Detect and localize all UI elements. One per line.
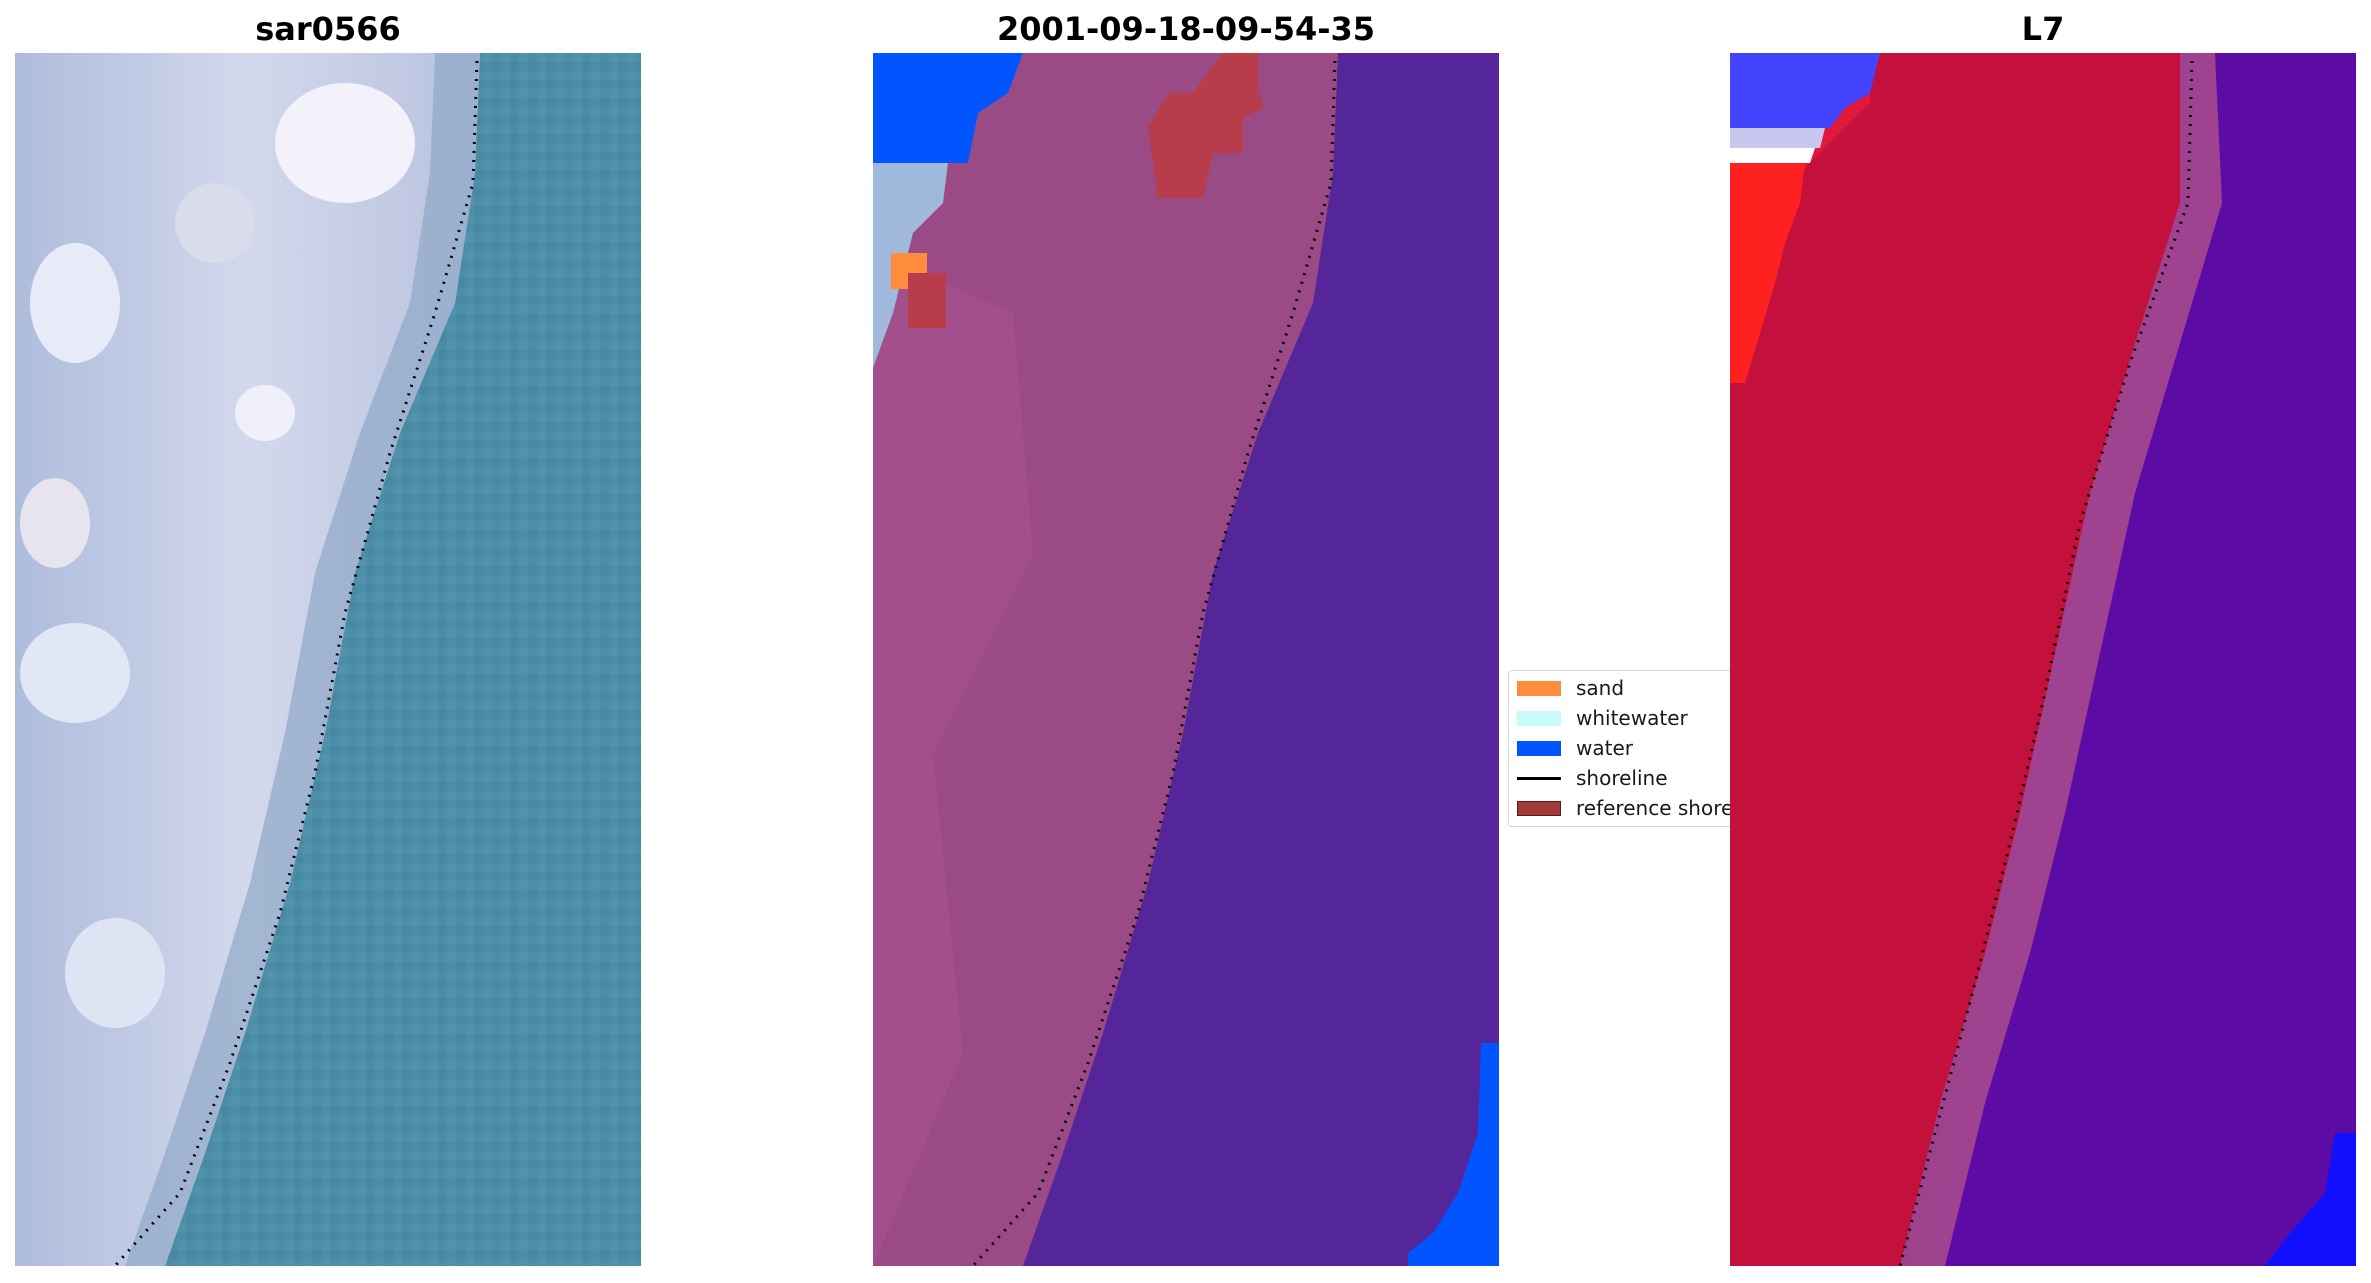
shoreline-line-swatch <box>1517 777 1561 780</box>
classified-image <box>873 53 1499 1266</box>
legend-item-sand: sand <box>1509 673 1733 703</box>
panel-title: sar0566 <box>255 10 401 48</box>
legend-label: water <box>1576 736 1633 760</box>
panel-title: 2001-09-18-09-54-35 <box>996 10 1376 48</box>
legend-label: reference shoreline buffer <box>1576 796 1734 820</box>
legend-label: sand <box>1576 676 1625 700</box>
reference-shoreline-swatch <box>1517 801 1561 816</box>
satellite-image-panel <box>15 53 641 1266</box>
legend-item-whitewater: whitewater <box>1509 703 1733 733</box>
legend-label: whitewater <box>1576 706 1688 730</box>
index-image-panel <box>1730 53 2356 1266</box>
index-image <box>1730 53 2356 1266</box>
water-swatch <box>1517 741 1561 756</box>
legend-item-water: water <box>1509 733 1733 763</box>
legend-item-reference-shoreline: reference shoreline buffer <box>1509 793 1734 823</box>
legend: sand whitewater water shoreline referenc… <box>1508 670 1734 827</box>
sand-swatch <box>1517 681 1561 696</box>
satellite-image <box>15 53 641 1266</box>
panel-title: L7 <box>2021 10 2065 48</box>
whitewater-swatch <box>1517 711 1561 726</box>
classified-image-panel <box>873 53 1499 1266</box>
legend-item-shoreline: shoreline <box>1509 763 1733 793</box>
legend-label: shoreline <box>1576 766 1668 790</box>
